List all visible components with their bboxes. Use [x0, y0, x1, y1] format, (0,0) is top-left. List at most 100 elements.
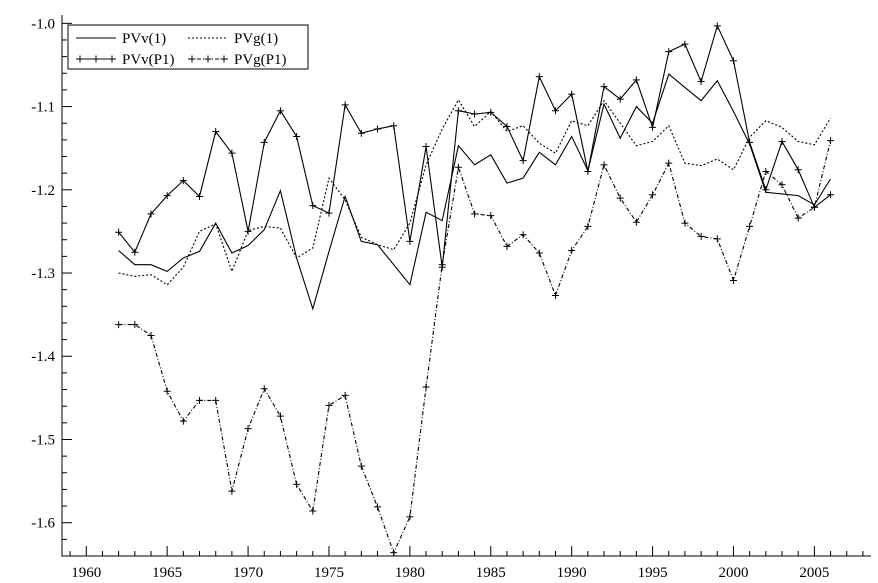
- data-point-marker: [260, 138, 268, 146]
- data-point-marker: [163, 192, 171, 200]
- data-point-marker: [438, 261, 446, 269]
- data-point-marker: [503, 123, 511, 131]
- x-tick-label: 1995: [638, 565, 668, 581]
- data-point-marker: [228, 487, 236, 495]
- y-tick-label: -1.6: [31, 516, 55, 532]
- data-point-marker: [471, 110, 479, 118]
- y-axis-ticks: -1.6 -1.5 -1.4 -1.3 -1.2 -1.1 -1.0: [31, 16, 72, 557]
- legend-entry-2: PVv(P1): [76, 52, 175, 68]
- data-point-marker: [600, 83, 608, 91]
- data-point-marker: [228, 149, 236, 157]
- data-point-marker: [115, 228, 123, 236]
- data-point-marker: [422, 383, 430, 391]
- legend-marker: [204, 55, 212, 63]
- legend-label-2: PVv(P1): [122, 52, 175, 68]
- series-2: [115, 22, 835, 271]
- data-point-marker: [390, 549, 398, 557]
- data-point-marker: [147, 210, 155, 218]
- data-point-marker: [810, 203, 818, 211]
- data-point-marker: [454, 107, 462, 115]
- data-point-marker: [551, 291, 559, 299]
- legend-marker: [188, 55, 196, 63]
- data-point-marker: [794, 166, 802, 174]
- x-tick-label: 2005: [799, 565, 829, 581]
- data-point-marker: [665, 48, 673, 56]
- data-point-marker: [179, 177, 187, 185]
- legend-marker: [76, 55, 84, 63]
- x-tick-label: 1960: [71, 565, 101, 581]
- data-point-marker: [131, 248, 139, 256]
- data-point-marker: [309, 202, 317, 210]
- data-point-marker: [341, 101, 349, 109]
- data-point-marker: [179, 417, 187, 425]
- data-point-marker: [196, 192, 204, 200]
- data-point-marker: [374, 125, 382, 133]
- legend-entry-3: PVg(P1): [188, 52, 287, 68]
- x-tick-label: 1975: [314, 565, 344, 581]
- data-point-marker: [632, 76, 640, 84]
- x-tick-label: 1990: [557, 565, 587, 581]
- legend-box: [67, 24, 309, 70]
- data-point-marker: [260, 385, 268, 393]
- data-point-marker: [309, 507, 317, 515]
- legend-swatch-markers-2: [76, 55, 116, 63]
- data-point-marker: [778, 138, 786, 146]
- data-point-marker: [406, 513, 414, 521]
- data-point-marker: [778, 181, 786, 189]
- data-point-marker: [487, 212, 495, 220]
- data-point-marker: [649, 191, 657, 199]
- data-point-marker: [697, 78, 705, 86]
- data-point-marker: [616, 194, 624, 202]
- x-tick-label: 1980: [395, 565, 425, 581]
- data-point-marker: [519, 157, 527, 165]
- data-point-marker: [697, 232, 705, 240]
- data-point-marker: [293, 133, 301, 141]
- data-point-marker: [325, 401, 333, 409]
- data-point-marker: [681, 219, 689, 227]
- data-point-marker: [535, 249, 543, 257]
- legend-marker: [220, 55, 228, 63]
- data-point-marker: [600, 161, 608, 169]
- legend-label-0: PVv(1): [122, 31, 166, 47]
- data-point-marker: [535, 73, 543, 81]
- data-point-marker: [568, 90, 576, 98]
- series-layer: [115, 22, 835, 557]
- legend-label-1: PVg(1): [234, 31, 278, 47]
- data-point-marker: [196, 396, 204, 404]
- legend-entry-0: PVv(1): [76, 31, 166, 47]
- legend-label-3: PVg(P1): [234, 52, 287, 68]
- data-point-marker: [163, 387, 171, 395]
- data-point-marker: [341, 391, 349, 399]
- legend-entry-1: PVg(1): [188, 31, 278, 47]
- data-point-marker: [551, 107, 559, 115]
- series-line-0: [118, 73, 831, 311]
- legend-marker: [92, 55, 100, 63]
- data-point-marker: [616, 95, 624, 103]
- data-point-marker: [681, 40, 689, 48]
- data-point-marker: [568, 247, 576, 255]
- data-point-marker: [357, 129, 365, 137]
- y-tick-label: -1.0: [31, 16, 55, 32]
- data-point-marker: [713, 22, 721, 30]
- data-point-marker: [746, 138, 754, 146]
- data-point-marker: [276, 107, 284, 115]
- data-point-marker: [454, 163, 462, 171]
- series-line-3: [118, 140, 832, 555]
- data-point-marker: [212, 128, 220, 136]
- data-point-marker: [746, 222, 754, 230]
- y-tick-label: -1.4: [31, 349, 55, 365]
- x-axis-ticks: 1960 1965 1970 1975 1980 1985 1990 1995 2000 2005: [69, 546, 864, 581]
- data-point-marker: [390, 122, 398, 130]
- x-tick-label: 1970: [233, 565, 263, 581]
- y-tick-label: -1.1: [31, 100, 55, 116]
- data-point-marker: [406, 237, 414, 245]
- x-tick-label: 1965: [152, 565, 182, 581]
- x-tick-label: 1985: [476, 565, 506, 581]
- data-point-marker: [827, 137, 835, 145]
- series-0: [118, 73, 831, 311]
- data-point-marker: [422, 143, 430, 151]
- y-tick-label: -1.3: [31, 266, 55, 282]
- data-point-marker: [374, 503, 382, 511]
- data-point-marker: [584, 167, 592, 175]
- data-point-marker: [212, 396, 220, 404]
